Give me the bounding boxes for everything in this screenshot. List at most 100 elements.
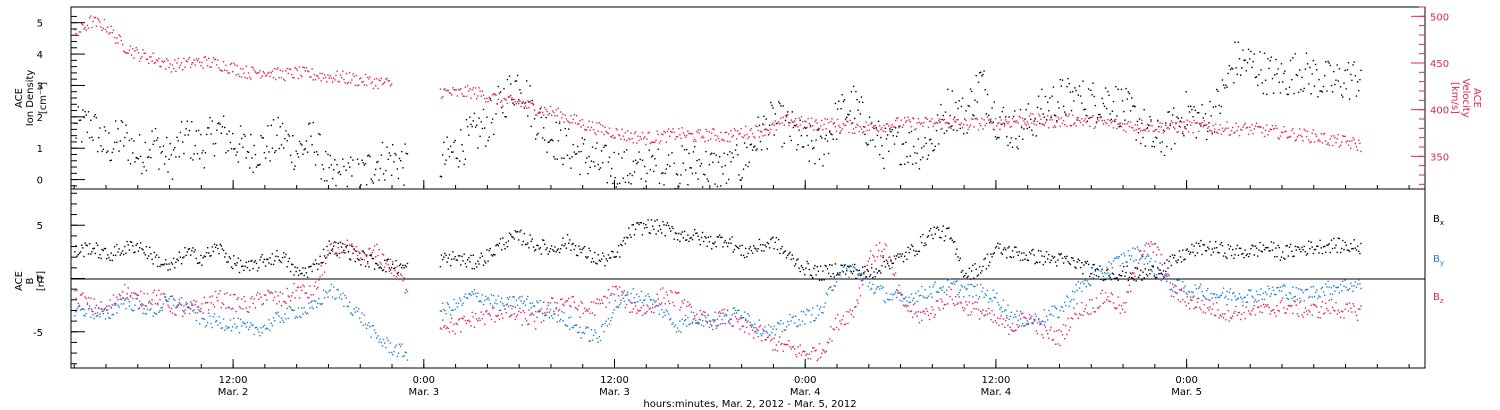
by-point bbox=[98, 307, 100, 310]
bx-point bbox=[81, 244, 83, 246]
bx-point bbox=[190, 254, 192, 256]
velocity-point bbox=[915, 128, 917, 130]
velocity-point bbox=[491, 94, 494, 96]
velocity-point bbox=[910, 125, 913, 128]
density-point bbox=[931, 143, 933, 145]
density-point bbox=[616, 183, 619, 185]
density-point bbox=[642, 187, 645, 190]
bx-point bbox=[256, 270, 259, 272]
density-point bbox=[1057, 101, 1059, 103]
density-point bbox=[900, 163, 902, 166]
density-point bbox=[321, 164, 323, 166]
density-point bbox=[535, 138, 537, 140]
bx-point bbox=[185, 254, 187, 257]
by-point bbox=[1085, 285, 1087, 288]
density-point bbox=[151, 130, 153, 132]
bz-point bbox=[190, 301, 192, 303]
density-point bbox=[957, 107, 959, 110]
velocity-point bbox=[1257, 126, 1259, 128]
velocity-point bbox=[1009, 126, 1011, 128]
velocity-point bbox=[711, 132, 713, 135]
velocity-point bbox=[994, 117, 997, 120]
bx-point bbox=[188, 248, 191, 250]
density-point bbox=[884, 127, 887, 129]
velocity-point bbox=[162, 61, 165, 63]
bz-point bbox=[579, 316, 581, 318]
velocity-point bbox=[252, 67, 254, 69]
by-point bbox=[1272, 289, 1275, 292]
density-point bbox=[888, 150, 890, 153]
bz-point bbox=[146, 293, 149, 295]
velocity-point bbox=[784, 115, 787, 117]
density-point bbox=[1119, 125, 1121, 127]
bz-point bbox=[1235, 305, 1237, 308]
density-point bbox=[514, 80, 516, 82]
bx-point bbox=[271, 253, 274, 255]
bz-point bbox=[1066, 333, 1068, 336]
bx-point bbox=[298, 269, 301, 272]
density-point bbox=[1051, 95, 1053, 97]
velocity-point bbox=[326, 81, 328, 83]
bz-point bbox=[398, 278, 401, 281]
bz-point bbox=[621, 291, 623, 293]
density-point bbox=[1179, 120, 1182, 122]
by-point bbox=[367, 324, 369, 326]
density-point bbox=[1171, 114, 1174, 116]
by-point bbox=[873, 292, 875, 295]
bz-point bbox=[284, 301, 286, 303]
by-point bbox=[871, 287, 873, 290]
bx-point bbox=[237, 257, 239, 259]
density-point bbox=[678, 185, 680, 188]
velocity-point bbox=[1234, 131, 1236, 133]
bz-point bbox=[473, 326, 476, 328]
bz-point bbox=[119, 295, 121, 297]
by-point bbox=[1082, 281, 1084, 283]
by-point bbox=[901, 300, 904, 302]
bz-point bbox=[1324, 312, 1326, 314]
by-point bbox=[1288, 291, 1291, 294]
velocity-point bbox=[365, 84, 368, 87]
velocity-point bbox=[1091, 116, 1093, 118]
velocity-point bbox=[658, 142, 661, 144]
velocity-point bbox=[113, 36, 116, 39]
bz-point bbox=[1133, 272, 1135, 274]
density-point bbox=[1242, 49, 1244, 51]
bz-point bbox=[1174, 291, 1176, 293]
density-point bbox=[305, 140, 308, 142]
by-point bbox=[1002, 299, 1005, 301]
density-point bbox=[186, 120, 188, 122]
by-point bbox=[763, 330, 765, 333]
velocity-point bbox=[296, 69, 299, 71]
bx-point bbox=[557, 248, 560, 250]
bx-point bbox=[207, 247, 209, 249]
velocity-point bbox=[497, 98, 499, 100]
velocity-point bbox=[331, 81, 334, 83]
density-point bbox=[1212, 106, 1215, 108]
bx-point bbox=[338, 252, 341, 255]
bz-point bbox=[1244, 317, 1246, 320]
bx-point bbox=[690, 236, 692, 239]
by-point bbox=[262, 326, 264, 328]
velocity-point bbox=[1222, 130, 1225, 133]
by-point bbox=[583, 333, 586, 335]
velocity-point bbox=[574, 122, 577, 124]
by-point bbox=[585, 327, 587, 329]
density-point bbox=[313, 151, 316, 153]
bz-point bbox=[1358, 308, 1360, 310]
velocity-point bbox=[1000, 119, 1002, 121]
density-point bbox=[748, 161, 750, 163]
bx-point bbox=[125, 252, 127, 254]
bz-point bbox=[1312, 303, 1314, 306]
bz-point bbox=[1128, 284, 1131, 286]
bx-point bbox=[247, 260, 250, 263]
density-point bbox=[336, 164, 338, 166]
by-point bbox=[453, 298, 455, 301]
velocity-point bbox=[939, 118, 941, 120]
bz-point bbox=[856, 299, 858, 301]
bz-point bbox=[921, 319, 923, 322]
velocity-point bbox=[1253, 128, 1255, 130]
by-point bbox=[1084, 279, 1086, 282]
bz-point bbox=[570, 305, 572, 308]
density-point bbox=[1087, 88, 1090, 90]
bx-point bbox=[586, 257, 588, 259]
